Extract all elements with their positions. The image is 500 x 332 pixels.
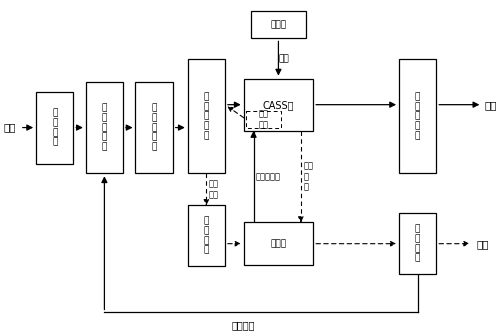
Text: 外运: 外运 — [476, 239, 489, 249]
Text: 集
水
调
节
池: 集 水 调 节 池 — [102, 104, 107, 151]
Bar — [188, 59, 225, 173]
Bar — [399, 213, 436, 274]
Text: 剩余
污泥: 剩余 污泥 — [209, 180, 219, 199]
Text: 风机房: 风机房 — [270, 20, 286, 29]
Bar — [188, 205, 225, 266]
Text: 污泥池: 污泥池 — [270, 239, 286, 248]
Bar — [36, 92, 74, 164]
Text: CASS池: CASS池 — [262, 100, 294, 110]
Bar — [244, 78, 313, 131]
Text: 脱
水
机
房: 脱 水 机 房 — [415, 225, 420, 263]
Text: 出水: 出水 — [485, 100, 498, 110]
Bar — [251, 11, 306, 39]
Text: 机
械
格
栅: 机 械 格 栅 — [52, 109, 58, 147]
Bar — [399, 59, 436, 173]
Text: 滤液回流: 滤液回流 — [232, 321, 256, 331]
Text: 混
凝
沉
淀
池: 混 凝 沉 淀 池 — [204, 92, 209, 140]
Text: 进水: 进水 — [4, 123, 16, 132]
Bar — [136, 82, 173, 173]
Bar — [246, 111, 281, 127]
Text: 剩余
污
泥: 剩余 污 泥 — [304, 162, 314, 192]
Text: 上清液回流: 上清液回流 — [256, 172, 281, 181]
Bar — [86, 82, 123, 173]
Text: 生
物
过
滤
池: 生 物 过 滤 池 — [415, 92, 420, 140]
Text: 污泥
回流: 污泥 回流 — [258, 110, 268, 129]
Bar — [244, 222, 313, 265]
Text: 污
水
冷
却
塔: 污 水 冷 却 塔 — [152, 104, 157, 151]
Text: 污
泥
储
池: 污 泥 储 池 — [204, 216, 209, 255]
Text: 曝气: 曝气 — [278, 54, 289, 63]
